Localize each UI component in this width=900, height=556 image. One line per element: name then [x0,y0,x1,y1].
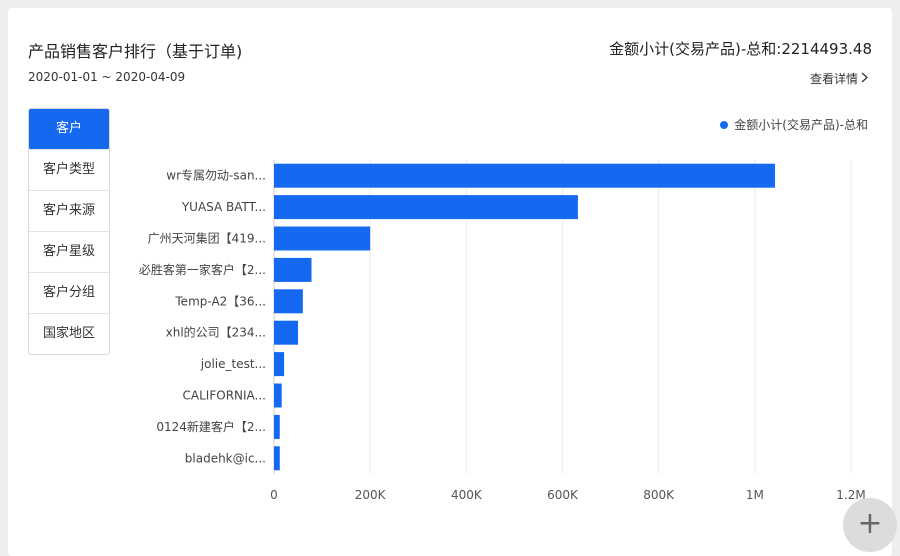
x-tick-label: 1M [746,488,764,502]
tab-customer[interactable]: 客户 [29,109,109,150]
total-summary: 金额小计(交易产品)-总和:2214493.48 [609,40,872,58]
y-category-label: CALIFORNIA... [183,389,266,403]
legend-dot-icon [720,121,729,129]
tab-customer-group[interactable]: 客户分组 [29,273,109,314]
x-tick-label: 0 [270,488,278,502]
chart-card: 产品销售客户排行（基于订单) 2020-01-01 ~ 2020-04-09 金… [8,8,892,556]
x-tick-label: 200K [355,488,387,502]
bar[interactable] [274,383,282,408]
bar[interactable] [274,289,303,314]
bar[interactable] [274,226,371,251]
bar[interactable] [274,446,280,471]
chart-title: 产品销售客户排行（基于订单) [28,42,243,61]
tab-customer-type[interactable]: 客户类型 [29,150,109,191]
x-tick-label: 400K [451,488,483,502]
y-category-label: bladehk@ic... [185,451,266,465]
y-category-label: YUASA BATT... [181,200,266,214]
bar[interactable] [274,163,776,188]
y-category-label: jolie_test... [200,357,266,371]
y-category-label: 必胜客第一家客户【2... [139,262,266,277]
y-category-label: 广州天河集团【419... [148,231,266,246]
x-tick-label: 800K [643,488,675,502]
y-category-label: 0124新建客户【2... [156,419,266,434]
view-details-link[interactable]: 查看详情 [810,70,868,87]
view-details-label: 查看详情 [809,72,858,86]
bar[interactable] [274,195,578,220]
chart-legend[interactable]: 金额小计(交易产品)-总和 [720,116,868,133]
bar[interactable] [274,320,299,345]
tab-customer-source[interactable]: 客户来源 [29,191,109,232]
bar[interactable] [274,352,285,377]
y-category-label: wr专属勿动-san... [166,168,266,183]
bar-chart: 0 200K 400K 600K 800K 1M 1.2M wr专属勿动-san... YUAS… [139,160,866,502]
x-tick-label: 600K [547,488,579,502]
dimension-tabs: 客户 客户类型 客户来源 客户星级 客户分组 国家地区 [28,108,110,355]
bar[interactable] [274,414,280,439]
y-category-label: xhl的公司【234... [166,325,266,340]
bar[interactable] [274,257,312,282]
date-range: 2020-01-01 ~ 2020-04-09 [28,70,186,84]
legend-label: 金额小计(交易产品)-总和 [734,118,868,132]
tab-country-region[interactable]: 国家地区 [42,326,95,341]
plus-icon: + [857,506,883,541]
add-button[interactable]: + [843,498,897,552]
x-tick-label: 1.2M [836,488,865,502]
y-category-label: Temp-A2【36... [174,294,266,308]
chevron-right-icon [861,72,868,86]
tab-customer-rating[interactable]: 客户星级 [29,232,109,273]
